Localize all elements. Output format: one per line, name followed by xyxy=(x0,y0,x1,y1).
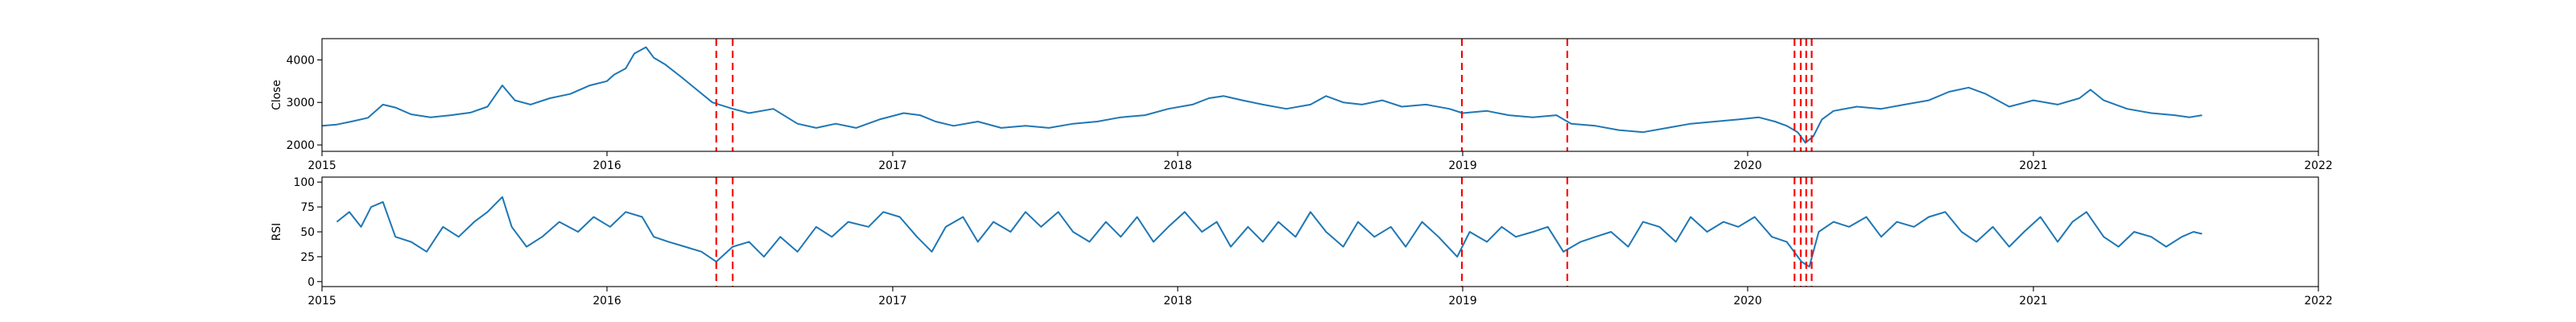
x-tick-label: 2021 xyxy=(2019,295,2047,308)
x-tick-label: 2015 xyxy=(308,295,336,308)
x-tick-label: 2015 xyxy=(308,159,336,172)
x-tick-label: 2017 xyxy=(878,159,906,172)
x-tick-label: 2019 xyxy=(1448,295,1476,308)
x-tick-label: 2019 xyxy=(1448,159,1476,172)
x-tick-label: 2022 xyxy=(2304,295,2332,308)
close-price-panel: 2015 2016 2017 2018 2019 2020 2021 2022 2000 3000… xyxy=(270,38,2333,172)
x-tick-label: 2020 xyxy=(1733,159,1761,172)
y-tick-label: 3000 xyxy=(287,97,315,109)
x-tick-label: 2022 xyxy=(2304,159,2332,172)
x-tick-label: 2016 xyxy=(592,159,621,172)
y-tick-label: 4000 xyxy=(287,54,315,67)
x-tick-label: 2020 xyxy=(1733,295,1761,308)
x-tick-label: 2018 xyxy=(1163,159,1191,172)
y-axis-label: RSI xyxy=(270,223,283,242)
y-tick-label: 100 xyxy=(293,176,315,189)
rsi-panel: 2015 2016 2017 2018 2019 2020 2021 2022 0 25 50 75 1… xyxy=(270,176,2333,308)
y-tick-label: 50 xyxy=(300,226,315,239)
series-line-rsi xyxy=(336,196,2202,268)
y-axis-label: Close xyxy=(270,80,283,110)
y-tick-label: 75 xyxy=(300,201,315,214)
y-tick-label: 2000 xyxy=(287,139,315,152)
x-tick-label: 2018 xyxy=(1163,295,1191,308)
y-tick-label: 25 xyxy=(300,251,315,264)
axes-frame xyxy=(321,38,2319,152)
x-tick-label: 2016 xyxy=(592,295,621,308)
series-line-close xyxy=(321,46,2202,144)
x-tick-label: 2017 xyxy=(878,295,906,308)
x-tick-label: 2021 xyxy=(2019,159,2047,172)
y-tick-label: 0 xyxy=(308,276,315,289)
